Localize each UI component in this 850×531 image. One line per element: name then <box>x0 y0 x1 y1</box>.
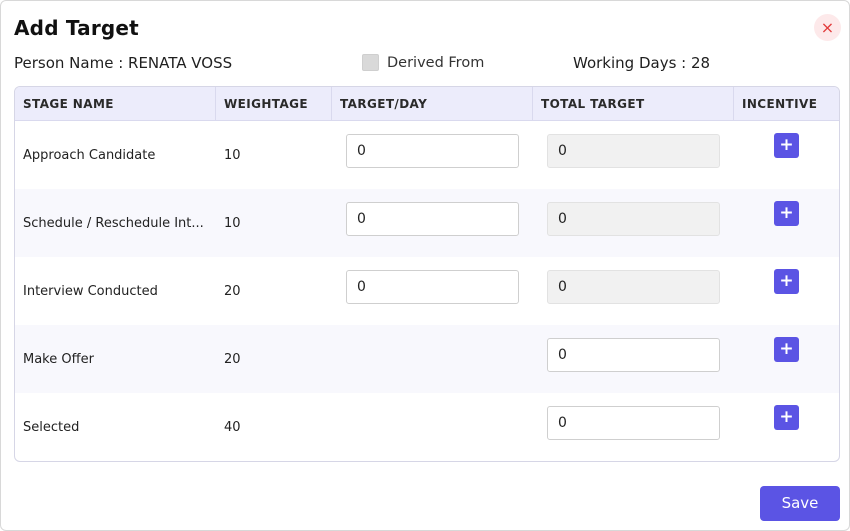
table-row: Approach Candidate 10 0 0 + <box>15 121 839 189</box>
stage-name: Make Offer <box>23 352 94 367</box>
plus-icon: + <box>779 271 794 291</box>
weightage-value: 20 <box>224 284 241 299</box>
add-incentive-button[interactable]: + <box>774 405 799 430</box>
target-day-input[interactable]: 0 <box>346 202 519 236</box>
header-total-target: TOTAL TARGET <box>533 87 734 121</box>
add-incentive-button[interactable]: + <box>774 133 799 158</box>
save-button[interactable]: Save <box>760 486 840 521</box>
working-days: Working Days : 28 <box>573 54 711 72</box>
total-target-field: 0 <box>547 270 720 304</box>
table-row: Interview Conducted 20 0 0 + <box>15 257 839 325</box>
close-button[interactable]: × <box>814 14 841 41</box>
header-weightage: WEIGHTAGE <box>216 87 332 121</box>
stage-name: Schedule / Reschedule Int... <box>23 216 204 231</box>
target-day-input[interactable]: 0 <box>346 134 519 168</box>
weightage-value: 10 <box>224 216 241 231</box>
stage-name: Approach Candidate <box>23 148 156 163</box>
plus-icon: + <box>779 203 794 223</box>
weightage-value: 20 <box>224 352 241 367</box>
table-header: STAGE NAME WEIGHTAGE TARGET/DAY TOTAL TA… <box>15 87 839 121</box>
total-target-input[interactable]: 0 <box>547 338 720 372</box>
close-icon: × <box>820 18 835 37</box>
add-incentive-button[interactable]: + <box>774 337 799 362</box>
plus-icon: + <box>779 135 794 155</box>
add-incentive-button[interactable]: + <box>774 269 799 294</box>
header-stage-name: STAGE NAME <box>15 87 216 121</box>
add-incentive-button[interactable]: + <box>774 201 799 226</box>
weightage-value: 40 <box>224 420 241 435</box>
stage-name: Selected <box>23 420 80 435</box>
header-incentive: INCENTIVE <box>742 97 818 111</box>
weightage-value: 10 <box>224 148 241 163</box>
table-row: Schedule / Reschedule Int... 10 0 0 + <box>15 189 839 257</box>
header-target-day: TARGET/DAY <box>332 87 533 121</box>
derived-from-label: Derived From <box>387 54 485 71</box>
total-target-input[interactable]: 0 <box>547 406 720 440</box>
plus-icon: + <box>779 407 794 427</box>
table-row: Make Offer 20 0 + <box>15 325 839 393</box>
table-row: Selected 40 0 + <box>15 393 839 461</box>
plus-icon: + <box>779 339 794 359</box>
total-target-field: 0 <box>547 202 720 236</box>
modal-title: Add Target <box>14 16 139 40</box>
total-target-field: 0 <box>547 134 720 168</box>
derived-from-toggle[interactable]: Derived From <box>362 54 484 71</box>
targets-table: STAGE NAME WEIGHTAGE TARGET/DAY TOTAL TA… <box>14 86 840 462</box>
person-name: Person Name : RENATA VOSS <box>14 54 233 72</box>
stage-name: Interview Conducted <box>23 284 158 299</box>
info-row: Person Name : RENATA VOSS Derived From W… <box>1 54 850 76</box>
derived-from-checkbox[interactable] <box>362 54 379 71</box>
target-day-input[interactable]: 0 <box>346 270 519 304</box>
